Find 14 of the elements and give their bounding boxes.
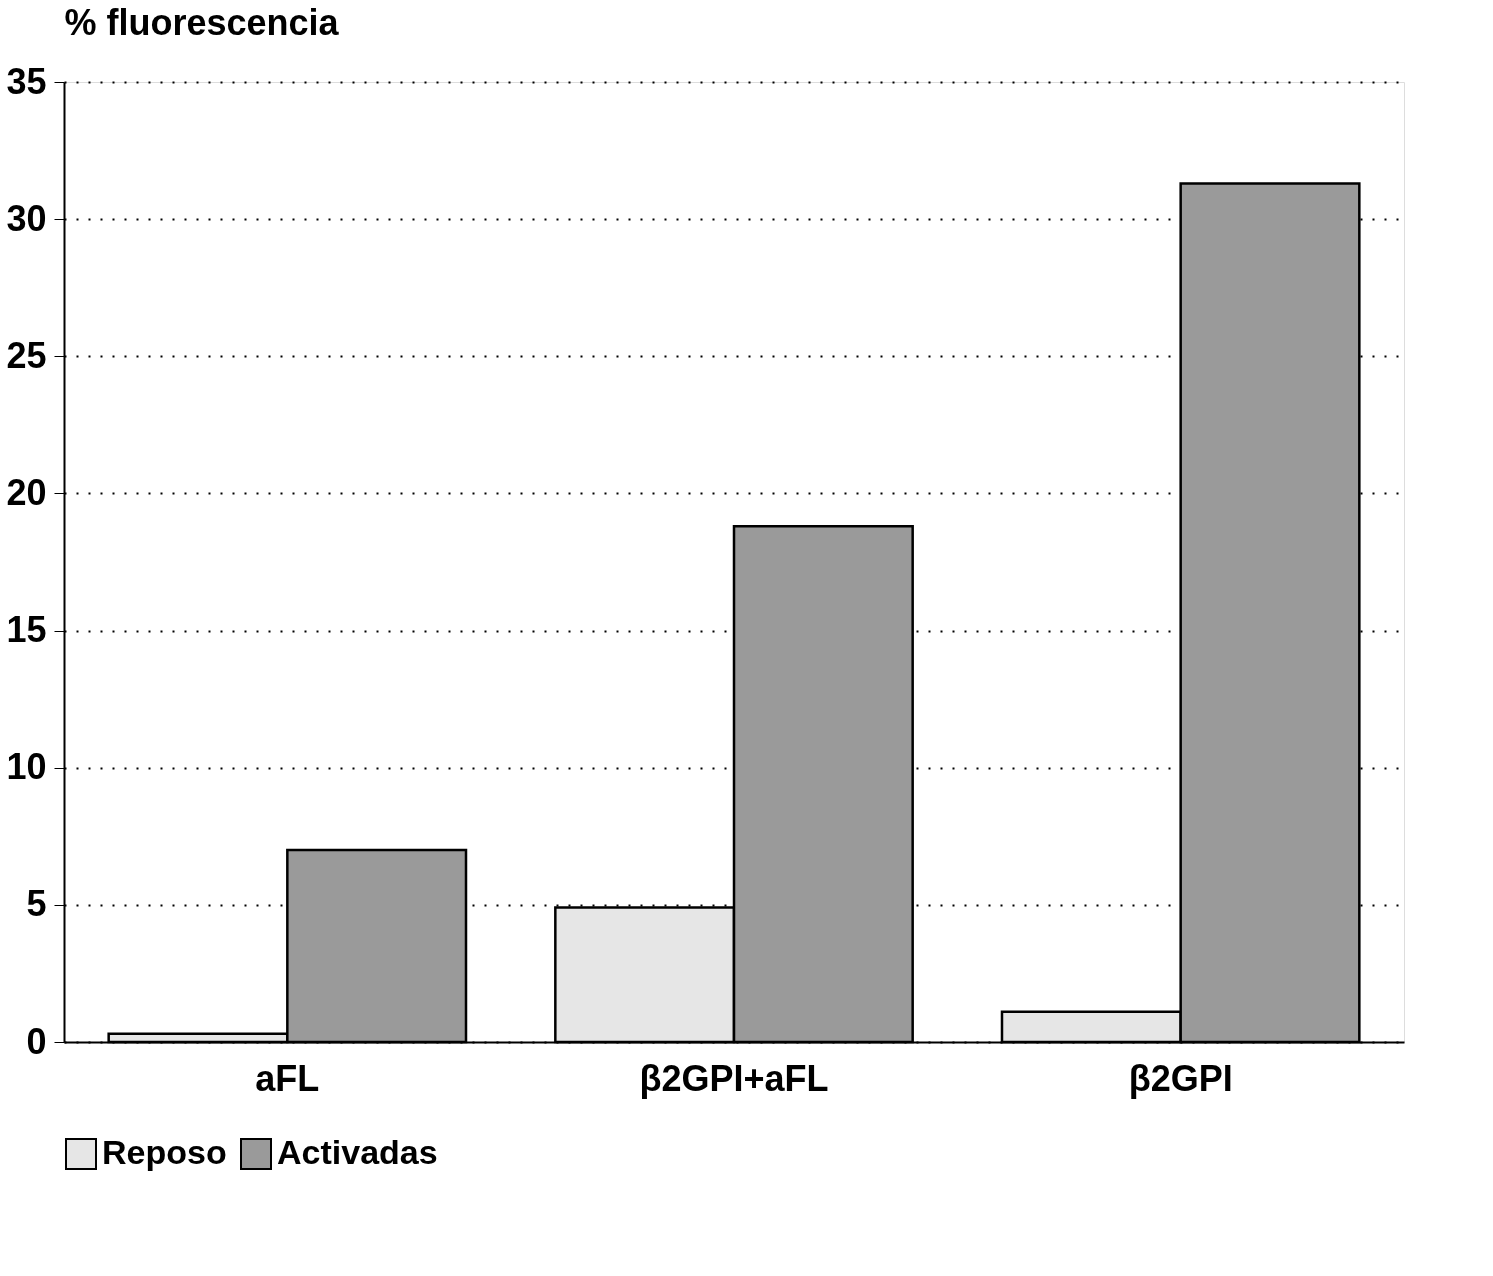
legend-label: Activadas [277,1133,438,1171]
y-tick-label: 30 [6,197,47,239]
y-tick-label: 35 [6,60,47,102]
x-tick-label: β2GPI+aFL [639,1057,829,1099]
x-tick-label: aFL [255,1057,320,1099]
y-tick-label: 10 [6,746,47,788]
y-tick-label: 5 [26,883,47,925]
y-tick-label: 0 [26,1020,47,1062]
y-tick-label: 25 [6,334,47,376]
y-tick-label: 20 [6,471,47,513]
y-tick-label: 15 [6,609,47,651]
x-tick-label: β2GPI [1128,1057,1233,1099]
legend-label: Reposo [102,1133,227,1171]
y-axis-title: % fluorescencia [64,1,340,43]
